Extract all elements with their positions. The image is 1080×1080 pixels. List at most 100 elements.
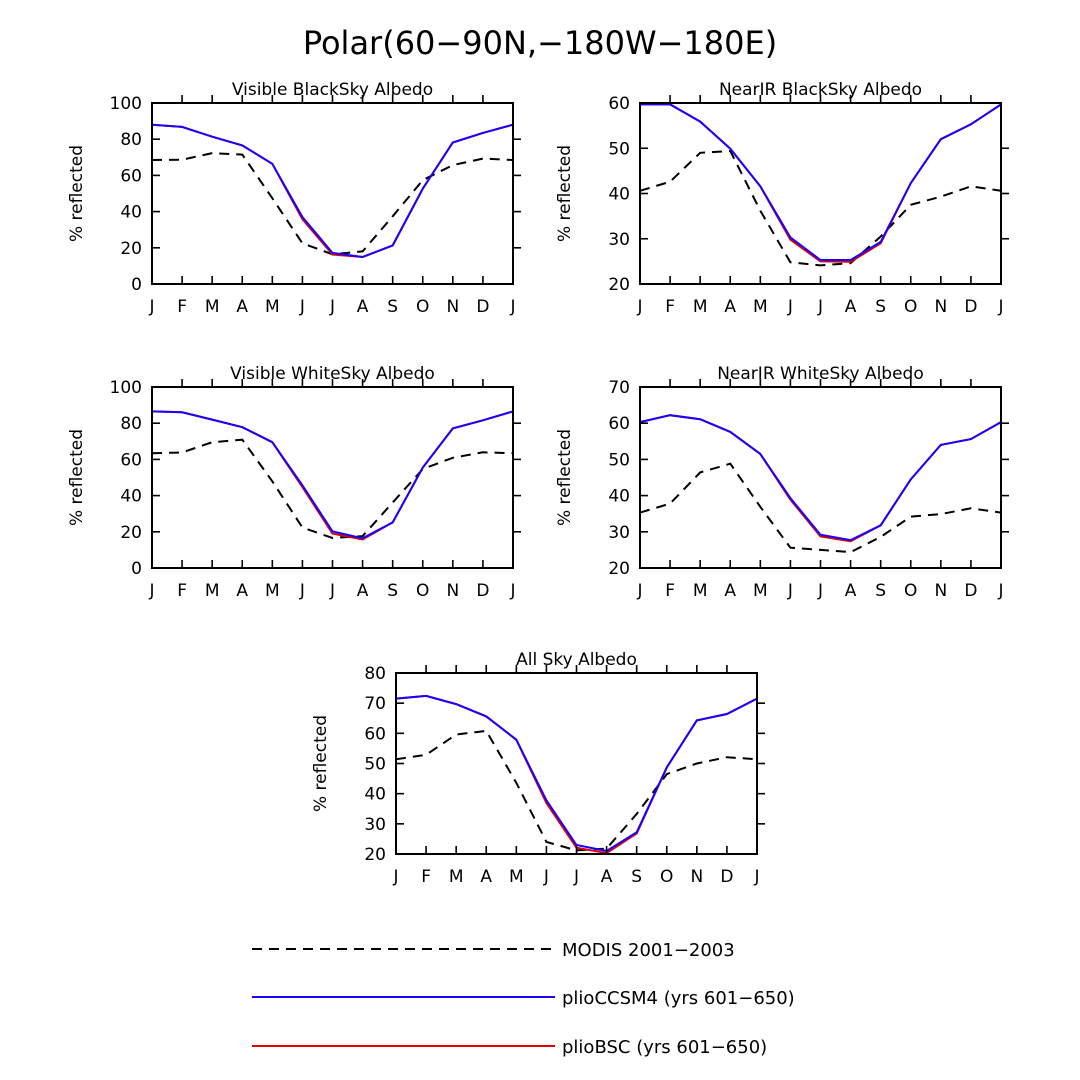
y-tick-label: 40 [608,487,630,507]
panel-title: Visible WhiteSky Albedo [230,364,435,384]
y-tick-label: 40 [608,185,630,205]
x-tick-label: J [329,297,335,317]
y-axis-label: % reflected [311,715,331,812]
x-tick-label: F [421,867,431,887]
series-line-modis [151,152,514,256]
x-tick-label: A [845,297,857,317]
x-tick-label: N [690,867,703,887]
x-tick-label: N [446,581,459,601]
y-tick-label: 40 [120,203,142,223]
x-tick-label: S [875,297,886,317]
x-tick-label: J [392,867,398,887]
x-tick-label: A [601,867,613,887]
y-tick-label: 60 [608,414,630,434]
y-tick-label: 50 [608,450,630,470]
series-line-plioBSC [639,414,1002,543]
series-line-plioBSC [151,123,514,259]
x-tick-label: J [148,581,154,601]
series-line-plioCCSM4 [639,414,1002,542]
legend: MODIS 2001−2003 plioCCSM4 (yrs 601−650) … [252,940,795,1058]
x-tick-label: S [387,581,398,601]
series-line-plioCCSM4 [151,410,514,540]
y-tick-label: 100 [110,94,142,114]
y-tick-label: 60 [120,450,142,470]
y-tick-label: 20 [364,845,386,865]
legend-label-modis: MODIS 2001−2003 [562,940,735,961]
y-axis-label: % reflected [67,145,87,242]
x-tick-label: D [476,581,489,601]
plot-frame [151,386,514,569]
panel-title: NearIR WhiteSky Albedo [717,364,924,384]
x-tick-label: A [724,581,736,601]
x-tick-label: A [845,581,857,601]
x-tick-label: S [387,297,398,317]
y-tick-label: 20 [608,559,630,579]
x-tick-label: N [446,297,459,317]
y-axis-label: % reflected [555,145,575,242]
x-tick-label: J [148,297,154,317]
y-tick-label: 30 [608,523,630,543]
x-tick-label: D [964,297,977,317]
x-tick-label: A [357,581,369,601]
x-tick-label: D [964,581,977,601]
x-tick-label: A [724,297,736,317]
series-line-plioCCSM4 [151,123,514,259]
x-tick-label: F [177,297,187,317]
x-tick-label: M [449,867,464,887]
legend-item-pliocсsm4: plioCCSM4 (yrs 601−650) [252,988,795,1009]
x-tick-label: A [480,867,492,887]
legend-item-modis: MODIS 2001−2003 [252,940,735,961]
y-tick-label: 70 [608,378,630,398]
x-tick-label: M [205,581,220,601]
plot-frame [395,672,758,855]
y-tick-label: 20 [608,275,630,295]
x-tick-label: M [265,581,280,601]
x-tick-label: M [205,297,220,317]
x-tick-label: M [753,581,768,601]
x-tick-label: J [329,581,335,601]
y-axis-label: % reflected [67,429,87,526]
x-tick-label: A [236,581,248,601]
series-line-modis [639,149,1002,267]
y-tick-label: 0 [131,275,142,295]
series-line-plioBSC [640,103,1002,263]
x-tick-label: J [299,581,305,601]
x-tick-label: D [720,867,733,887]
x-tick-label: O [660,867,673,887]
x-tick-label: J [787,297,793,317]
x-tick-label: J [299,297,305,317]
x-tick-label: J [573,867,579,887]
y-tick-label: 70 [364,694,386,714]
x-tick-label: J [509,297,515,317]
x-tick-label: M [753,297,768,317]
x-tick-label: J [636,297,642,317]
x-tick-label: O [416,581,429,601]
legend-label-pliobsc: plioBSC (yrs 601−650) [562,1037,767,1058]
series-line-modis [151,438,514,540]
legend-item-pliobsc: plioBSC (yrs 601−650) [252,1037,767,1058]
y-tick-label: 40 [120,487,142,507]
y-tick-label: 20 [120,239,142,259]
y-tick-label: 60 [120,166,142,186]
y-tick-label: 50 [364,755,386,775]
series-line-plioCCSM4 [395,694,758,853]
x-tick-label: F [177,581,187,601]
legend-label-pliocсsm4: plioCCSM4 (yrs 601−650) [562,988,795,1009]
x-tick-label: O [904,297,917,317]
panel-title: Visible BlackSky Albedo [232,80,433,100]
x-tick-label: M [693,581,708,601]
x-tick-label: J [543,867,549,887]
x-tick-label: F [665,297,675,317]
x-tick-label: N [934,297,947,317]
x-tick-label: F [665,581,675,601]
y-tick-label: 30 [364,815,386,835]
x-tick-label: M [693,297,708,317]
plot-frame [639,102,1002,285]
x-tick-label: A [357,297,369,317]
x-tick-label: D [476,297,489,317]
figure-title: Polar(60−90N,−180W−180E) [303,24,777,62]
